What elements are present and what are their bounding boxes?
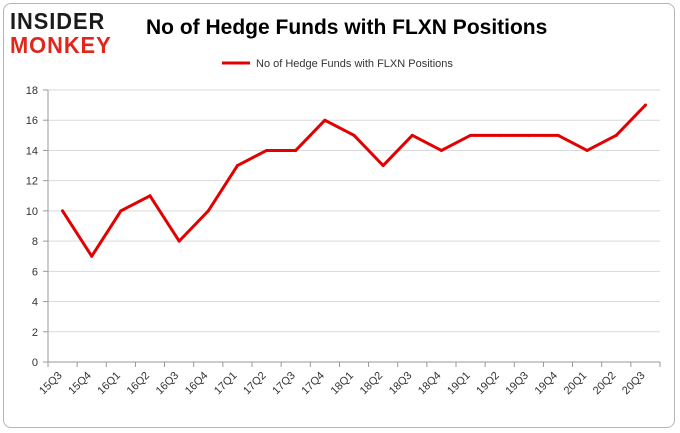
logo-text-monkey: MONKEY	[10, 32, 112, 58]
data-point	[323, 118, 327, 122]
x-tick-label: 18Q4	[416, 370, 444, 398]
y-tick-label: 14	[26, 145, 38, 157]
gridlines	[48, 89, 660, 333]
chart-title: No of Hedge Funds with FLXN Positions	[146, 16, 548, 39]
legend: No of Hedge Funds with FLXN Positions	[222, 58, 453, 70]
data-point	[177, 239, 181, 243]
chart-frame	[3, 3, 675, 428]
y-tick-label: 4	[32, 297, 38, 309]
data-point	[527, 133, 531, 137]
x-axis-ticks: 15Q3 15Q4 16Q1 16Q2 16Q3 16Q4 17Q1 17Q2 17Q3 17Q4…	[37, 362, 661, 398]
y-tick-label: 16	[26, 115, 38, 127]
data-point	[381, 164, 385, 168]
x-tick-label: 20Q1	[562, 370, 590, 398]
y-tick-label: 10	[26, 206, 38, 218]
x-tick-label: 19Q1	[445, 370, 473, 398]
data-point	[206, 209, 210, 213]
y-tick-label: 18	[26, 85, 38, 97]
logo-text-insider: INSIDER	[10, 8, 106, 34]
x-tick-label: 19Q2	[474, 370, 502, 398]
data-point	[410, 133, 414, 137]
data-point	[235, 164, 239, 168]
data-point	[352, 133, 356, 137]
data-point	[90, 254, 94, 258]
data-point	[556, 133, 560, 137]
x-tick-label: 15Q4	[66, 370, 94, 398]
x-tick-label: 20Q2	[591, 370, 619, 398]
x-tick-label: 18Q1	[329, 370, 357, 398]
x-tick-label: 18Q3	[387, 370, 415, 398]
y-axis-ticks: 0 2 4 6 8 10 12 14 16 18	[26, 85, 48, 369]
axes	[47, 90, 660, 363]
x-tick-label: 16Q2	[125, 370, 153, 398]
data-point	[643, 103, 647, 107]
y-tick-label: 6	[32, 266, 38, 278]
x-tick-label: 19Q3	[503, 370, 531, 398]
data-point	[148, 194, 152, 198]
y-tick-label: 12	[26, 176, 38, 188]
data-point	[498, 133, 502, 137]
x-tick-label: 17Q4	[299, 370, 327, 398]
x-tick-label: 18Q2	[358, 370, 386, 398]
data-point	[439, 148, 443, 152]
x-tick-label: 17Q2	[241, 370, 269, 398]
insider-monkey-logo: INSIDER MONKEY	[10, 8, 130, 58]
x-tick-label: 16Q1	[95, 370, 123, 398]
data-point	[265, 148, 269, 152]
data-point	[469, 133, 473, 137]
x-tick-label: 15Q3	[37, 370, 65, 398]
series-group	[61, 103, 647, 258]
y-tick-label: 0	[32, 357, 38, 369]
y-tick-label: 2	[32, 327, 38, 339]
data-point	[585, 148, 589, 152]
data-point	[119, 209, 123, 213]
x-tick-label: 19Q4	[533, 370, 561, 398]
data-point	[61, 209, 65, 213]
y-tick-label: 8	[32, 236, 38, 248]
x-tick-label: 17Q3	[270, 370, 298, 398]
x-tick-label: 20Q3	[620, 370, 648, 398]
data-point	[294, 148, 298, 152]
x-tick-label: 16Q4	[183, 370, 211, 398]
x-tick-label: 16Q3	[154, 370, 182, 398]
legend-label: No of Hedge Funds with FLXN Positions	[256, 58, 453, 70]
x-tick-label: 17Q1	[212, 370, 240, 398]
data-point	[614, 133, 618, 137]
